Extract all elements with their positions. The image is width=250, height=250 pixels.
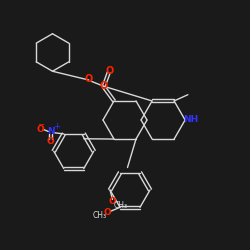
Text: O: O [84, 74, 93, 84]
Text: N: N [47, 127, 54, 136]
Text: O: O [47, 138, 54, 146]
Text: O: O [104, 208, 112, 217]
Text: CH₃: CH₃ [92, 211, 106, 220]
Text: O: O [100, 81, 108, 91]
Text: −: − [37, 120, 44, 129]
Text: NH: NH [183, 115, 198, 124]
Text: O: O [36, 125, 44, 134]
Text: O: O [108, 197, 116, 206]
Text: +: + [53, 122, 60, 132]
Text: CH₃: CH₃ [114, 200, 128, 209]
Text: O: O [106, 66, 114, 76]
